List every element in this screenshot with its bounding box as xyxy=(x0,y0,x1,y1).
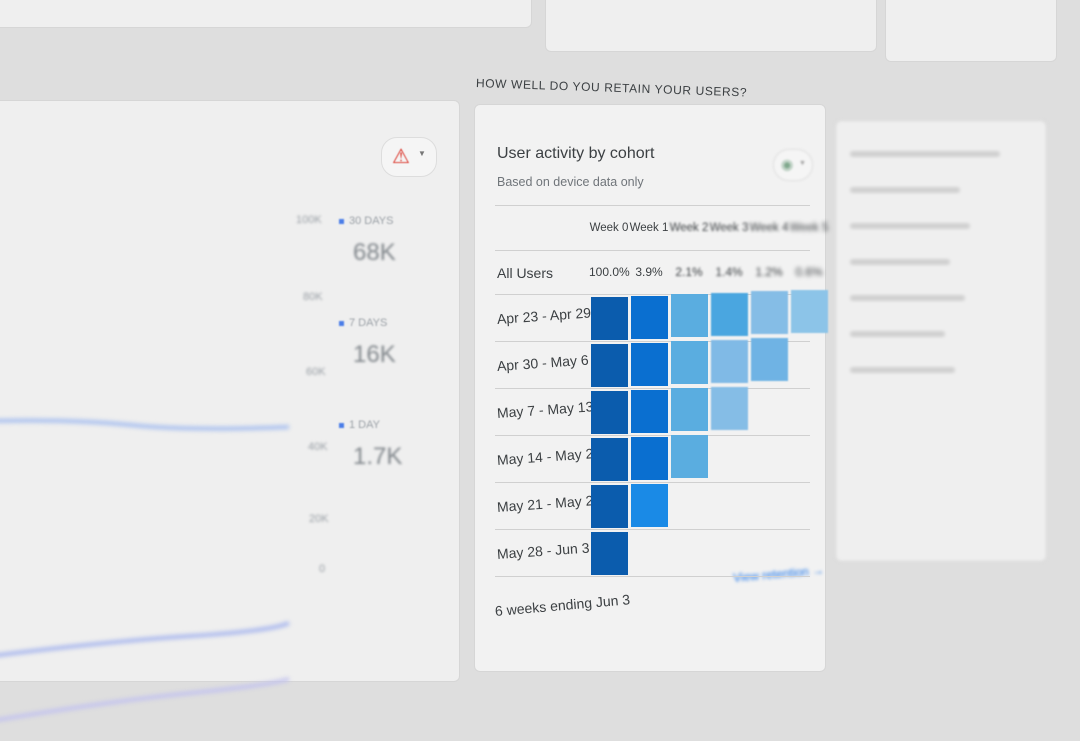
cohort-cell[interactable] xyxy=(591,297,628,340)
cohort-title: User activity by cohort xyxy=(497,145,655,162)
cohort-cell[interactable] xyxy=(591,391,628,434)
divider xyxy=(495,250,810,251)
row-divider xyxy=(495,529,810,530)
warning-icon: ⚠ xyxy=(392,146,410,168)
cohort-cell[interactable] xyxy=(711,386,748,430)
placeholder-text xyxy=(850,223,970,229)
series-30-days-line xyxy=(0,418,290,431)
top-card-left xyxy=(0,0,532,28)
cohort-cell[interactable] xyxy=(671,388,708,431)
week-header: Week 1 xyxy=(629,222,669,234)
cohort-row-label: Apr 23 - Apr 29 xyxy=(496,304,592,327)
cohort-cell[interactable] xyxy=(711,292,748,336)
all-users-value: 2.1% xyxy=(675,265,703,279)
cohort-cell[interactable] xyxy=(591,532,628,575)
row-divider xyxy=(495,388,810,389)
placeholder-text xyxy=(850,259,950,265)
placeholder-text xyxy=(850,295,965,301)
week-header: Week 3 xyxy=(709,222,749,234)
cohort-row-label: May 7 - May 13 xyxy=(496,398,594,421)
row-divider xyxy=(495,341,810,342)
week-header: Week 2 xyxy=(669,222,709,234)
series-7-days-line xyxy=(0,621,290,657)
all-users-value: 1.2% xyxy=(755,265,783,279)
legend-dot xyxy=(339,422,344,428)
arrow-right-icon: → xyxy=(811,563,825,579)
legend-7-days: 7 DAYS xyxy=(339,317,387,329)
all-users-value: 0.6% xyxy=(795,265,823,279)
right-card xyxy=(835,120,1047,562)
cohort-row-label: May 14 - May 20 xyxy=(496,444,602,468)
cohort-cell[interactable] xyxy=(591,485,628,528)
cohort-row-label: May 21 - May 27 xyxy=(496,491,602,515)
all-users-label: All Users xyxy=(497,265,554,281)
chevron-down-icon: ▼ xyxy=(799,160,806,167)
divider xyxy=(495,205,810,206)
y-tick: 20K xyxy=(309,513,329,525)
cohort-cell[interactable] xyxy=(671,435,708,478)
active-users-line-chart xyxy=(0,418,290,722)
cohort-cell[interactable] xyxy=(631,295,668,339)
week-header: Week 5 xyxy=(789,222,829,234)
insights-menu-button[interactable]: ◉ ▼ xyxy=(773,149,813,181)
chevron-down-icon: ▼ xyxy=(418,149,426,158)
legend-dot xyxy=(339,320,344,326)
y-tick: 40K xyxy=(308,441,328,453)
cohort-cell[interactable] xyxy=(631,436,668,480)
cohort-row-label: May 28 - Jun 3 xyxy=(496,539,590,562)
row-divider xyxy=(495,294,810,295)
cohort-cell[interactable] xyxy=(751,291,788,334)
legend-30-days-value: 68K xyxy=(353,239,396,266)
legend-1-day: 1 DAY xyxy=(339,419,380,431)
legend-1-day-value: 1.7K xyxy=(353,443,403,470)
series-1-day-line xyxy=(0,677,290,722)
cohort-cell[interactable] xyxy=(631,483,668,527)
cohort-row-label: Apr 30 - May 6 xyxy=(496,351,590,374)
row-divider xyxy=(495,435,810,436)
top-card-right xyxy=(885,0,1057,62)
date-range-footer: 6 weeks ending Jun 3 xyxy=(494,591,631,619)
view-retention-link[interactable]: View retention → xyxy=(732,563,825,585)
all-users-value: 100.0% xyxy=(589,265,630,279)
cohort-card: User activity by cohort Based on device … xyxy=(474,104,829,672)
insights-icon: ◉ xyxy=(781,156,794,172)
week-header: Week 0 xyxy=(589,222,629,234)
cohort-cell[interactable] xyxy=(751,338,788,381)
cohort-cell[interactable] xyxy=(671,341,708,384)
row-divider xyxy=(495,576,810,577)
cohort-cell[interactable] xyxy=(791,289,828,333)
cohort-subtitle: Based on device data only xyxy=(497,175,644,189)
all-users-value: 3.9% xyxy=(635,265,663,279)
section-title: HOW WELL DO YOU RETAIN YOUR USERS? xyxy=(475,76,748,100)
legend-dot xyxy=(339,218,344,224)
placeholder-text xyxy=(850,187,960,193)
week-header: Week 4 xyxy=(749,222,789,234)
cohort-cell[interactable] xyxy=(591,344,628,387)
y-tick: 60K xyxy=(306,366,326,378)
y-tick: 100K xyxy=(296,214,322,226)
cohort-cell[interactable] xyxy=(671,294,708,337)
cohort-cell[interactable] xyxy=(631,389,668,433)
all-users-value: 1.4% xyxy=(715,265,743,279)
top-card-middle xyxy=(545,0,877,52)
alert-menu-button[interactable]: ⚠ ▼ xyxy=(381,137,437,177)
legend-7-days-value: 16K xyxy=(353,341,396,368)
cohort-cell[interactable] xyxy=(711,339,748,383)
cohort-cell[interactable] xyxy=(631,342,668,386)
y-tick: 80K xyxy=(303,291,323,303)
y-tick: 0 xyxy=(319,563,326,575)
legend-30-days: 30 DAYS xyxy=(339,215,393,227)
placeholder-text xyxy=(850,151,1000,157)
row-divider xyxy=(495,482,810,483)
active-users-card: ⚠ ▼ 100K 80K 60K 40K 20K 0 30 DAYS 68K 7… xyxy=(0,100,460,722)
placeholder-text xyxy=(850,331,945,337)
placeholder-text xyxy=(850,367,955,373)
cohort-cell[interactable] xyxy=(591,438,628,481)
